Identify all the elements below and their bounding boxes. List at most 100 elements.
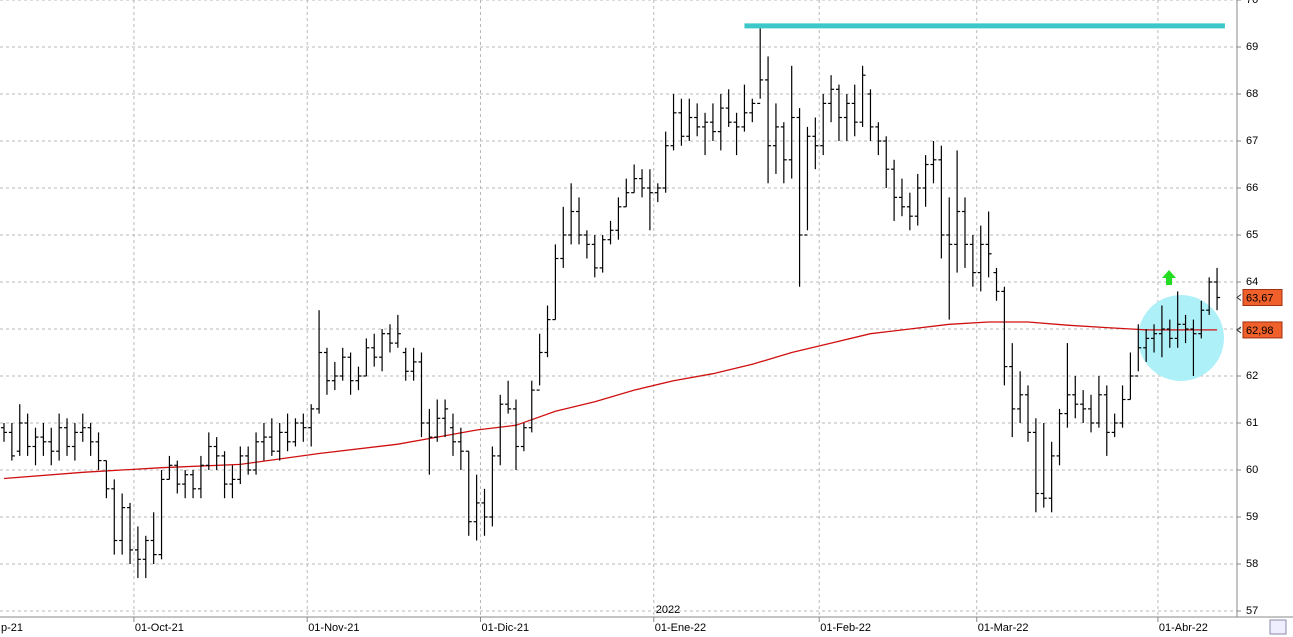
x-tick-label: 01-Abr-22 xyxy=(1159,622,1208,634)
ohlc-bar xyxy=(1009,343,1016,438)
ohlc-bar xyxy=(119,493,126,555)
price-pointer xyxy=(1236,326,1242,334)
ohlc-bar xyxy=(64,418,71,456)
ohlc-bar xyxy=(741,84,748,132)
ohlc-bar xyxy=(505,380,512,414)
ohlc-bar xyxy=(8,423,15,461)
ohlc-bar xyxy=(891,159,898,221)
ohlc-bar xyxy=(1025,385,1032,442)
ohlc-bar xyxy=(142,535,149,579)
ohlc-bar xyxy=(481,488,488,536)
ohlc-bar xyxy=(1056,408,1063,466)
y-tick-label: 67 xyxy=(1246,135,1258,147)
ohlc-bar xyxy=(260,423,267,461)
ohlc-bar xyxy=(788,65,795,179)
y-tick-label: 58 xyxy=(1246,558,1258,570)
ohlc-bar xyxy=(394,314,401,348)
ohlc-bar xyxy=(16,404,23,456)
ohlc-bar xyxy=(977,225,984,292)
ohlc-bar xyxy=(182,470,189,499)
ohlc-bar xyxy=(1119,385,1126,428)
ohlc-bar xyxy=(946,197,953,320)
ohlc-bar xyxy=(40,423,47,456)
ohlc-bar xyxy=(859,65,866,127)
ohlc-bar xyxy=(134,526,141,579)
y-tick-label: 57 xyxy=(1246,605,1258,617)
ohlc-bar xyxy=(654,183,661,203)
ohlc-bar xyxy=(103,460,110,499)
ohlc-bar xyxy=(568,183,575,245)
ohlc-bar xyxy=(1095,376,1102,428)
y-tick-label: 70 xyxy=(1246,0,1258,6)
ohlc-bar xyxy=(1166,319,1173,348)
ohlc-bar xyxy=(300,413,307,442)
annotation: 2022 xyxy=(656,604,680,616)
price-pointer xyxy=(1236,294,1242,301)
ohlc-bar xyxy=(221,451,228,499)
ohlc-bar xyxy=(576,197,583,245)
ohlc-bar xyxy=(1111,413,1118,438)
ohlc-bar xyxy=(883,136,890,188)
y-tick-label: 64 xyxy=(1246,276,1258,288)
ohlc-bar xyxy=(686,98,693,141)
ohlc-bar xyxy=(1190,319,1197,376)
ohlc-bar xyxy=(323,347,330,395)
ohlc-bar xyxy=(379,329,386,372)
ohlc-bar xyxy=(1032,418,1039,513)
ohlc-bar xyxy=(1080,390,1087,423)
ohlc-bar xyxy=(1174,291,1181,348)
ohlc-bar xyxy=(316,310,323,414)
ohlc-bar xyxy=(32,427,39,466)
ohlc-bar xyxy=(197,455,204,499)
ohlc-bar xyxy=(804,126,811,236)
ohlc-bar xyxy=(599,235,606,273)
settings-icon[interactable] xyxy=(1269,619,1287,635)
ohlc-bar xyxy=(969,235,976,287)
ohlc-bar xyxy=(79,413,86,442)
ohlc-bar xyxy=(1040,423,1047,508)
ohlc-bar xyxy=(528,380,535,433)
ohlc-bar xyxy=(1143,329,1150,362)
ohlc-bar xyxy=(709,103,716,141)
y-tick-label: 60 xyxy=(1246,464,1258,476)
ohlc-bar xyxy=(1,423,7,442)
ohlc-bar xyxy=(898,178,905,217)
ohlc-bar xyxy=(694,103,701,137)
y-tick-label: 61 xyxy=(1246,417,1258,429)
ohlc-bar xyxy=(418,352,425,438)
plot xyxy=(1,23,1225,579)
ohlc-bar xyxy=(205,432,212,470)
ohlc-bar xyxy=(308,404,315,447)
ohlc-bar xyxy=(922,155,929,207)
ohlc-bar xyxy=(213,437,220,470)
ohlc-bar xyxy=(820,94,827,156)
ohlc-bar xyxy=(48,427,55,466)
ohlc-bar xyxy=(253,432,260,475)
ohlc-bar xyxy=(174,460,181,494)
ohlc-bar xyxy=(678,98,685,146)
ohlc-bar xyxy=(812,117,819,170)
x-tick-label: 01-Ene-22 xyxy=(655,622,706,634)
ohlc-bar xyxy=(410,347,417,381)
ohlc-bar xyxy=(355,366,362,391)
ohlc-bar xyxy=(473,474,480,541)
ohlc-bar xyxy=(245,446,252,475)
ohlc-bar xyxy=(639,169,646,198)
ohlc-bar xyxy=(1001,286,1008,386)
x-tick-label: 01-Nov-21 xyxy=(308,622,359,634)
ohlc-bar xyxy=(536,333,543,391)
ohlc-bar xyxy=(631,164,638,194)
ohlc-bar xyxy=(702,112,709,156)
price-label-box xyxy=(1242,321,1283,339)
ohlc-bar xyxy=(828,75,835,123)
ohlc-bar xyxy=(95,432,102,470)
ohlc-bar xyxy=(1103,385,1110,456)
ohlc-bar xyxy=(442,399,449,438)
ohlc-bar xyxy=(111,479,118,555)
ohlc-bar xyxy=(71,423,78,461)
moving-average xyxy=(3,321,1218,480)
y-tick-label: 68 xyxy=(1246,88,1258,100)
ohlc-bar xyxy=(954,150,961,273)
ohlc-bar xyxy=(914,173,921,226)
